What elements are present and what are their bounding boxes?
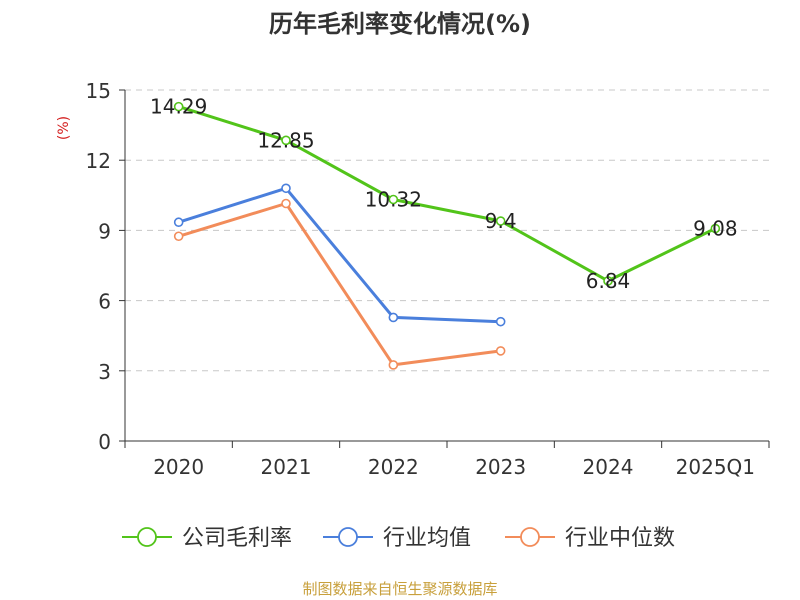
series-point	[173, 101, 184, 112]
legend-marker	[338, 527, 358, 547]
series-point	[388, 312, 399, 323]
series-line	[177, 202, 503, 367]
y-tick-label: 6	[98, 290, 111, 314]
series-point	[281, 198, 291, 209]
series-point	[603, 276, 613, 286]
grid-lines	[125, 89, 769, 372]
series-line	[177, 105, 717, 283]
x-tick-label: 2021	[261, 455, 312, 479]
legend-marker	[137, 527, 157, 547]
axes: 0 3 6 9 12 15 2020 2021 2022 2023 2024 2025Q1	[86, 79, 770, 479]
data-label: 12.85	[257, 128, 314, 152]
y-tick-label: 15	[86, 79, 111, 103]
x-tick-label: 2023	[475, 455, 526, 479]
data-label: 10.32	[365, 188, 422, 212]
data-label: 9.4	[485, 209, 517, 233]
series-point	[281, 183, 291, 194]
source-note: 制图数据来自恒生聚源数据库	[302, 580, 497, 598]
y-tick-label: 12	[86, 149, 111, 173]
series-line	[177, 186, 503, 324]
data-label: 6.84	[586, 269, 631, 293]
series-point	[710, 223, 721, 234]
legend: 公司毛利率 行业均值 行业中位数	[122, 526, 675, 551]
series-point	[281, 135, 291, 146]
legend-marker	[520, 527, 540, 547]
y-tick-label: 9	[98, 219, 111, 243]
x-tick-label: 2022	[368, 455, 419, 479]
x-tick-label: 2020	[153, 455, 204, 479]
data-label: 9.08	[693, 217, 738, 241]
series-group	[173, 101, 721, 370]
data-label: 14.29	[150, 95, 207, 119]
series-point	[173, 231, 184, 242]
y-tick-label: 3	[98, 360, 111, 384]
data-labels: 14.29 12.85 10.32 9.4 6.84 9.08	[150, 95, 738, 293]
series-point	[495, 216, 506, 226]
x-tick-label: 2025Q1	[676, 455, 755, 479]
series-point	[173, 217, 184, 228]
chart-title: 历年毛利率变化情况(%)	[269, 10, 531, 38]
series-point	[388, 360, 399, 370]
legend-label: 行业均值	[383, 526, 471, 551]
y-tick-label: 0	[98, 430, 111, 454]
y-axis-label: (%)	[56, 116, 72, 140]
series-point	[388, 194, 399, 205]
series-point	[495, 346, 506, 356]
x-tick-label: 2024	[583, 455, 634, 479]
legend-label: 公司毛利率	[182, 526, 292, 551]
series-point	[495, 316, 506, 327]
legend-label: 行业中位数	[565, 526, 675, 551]
